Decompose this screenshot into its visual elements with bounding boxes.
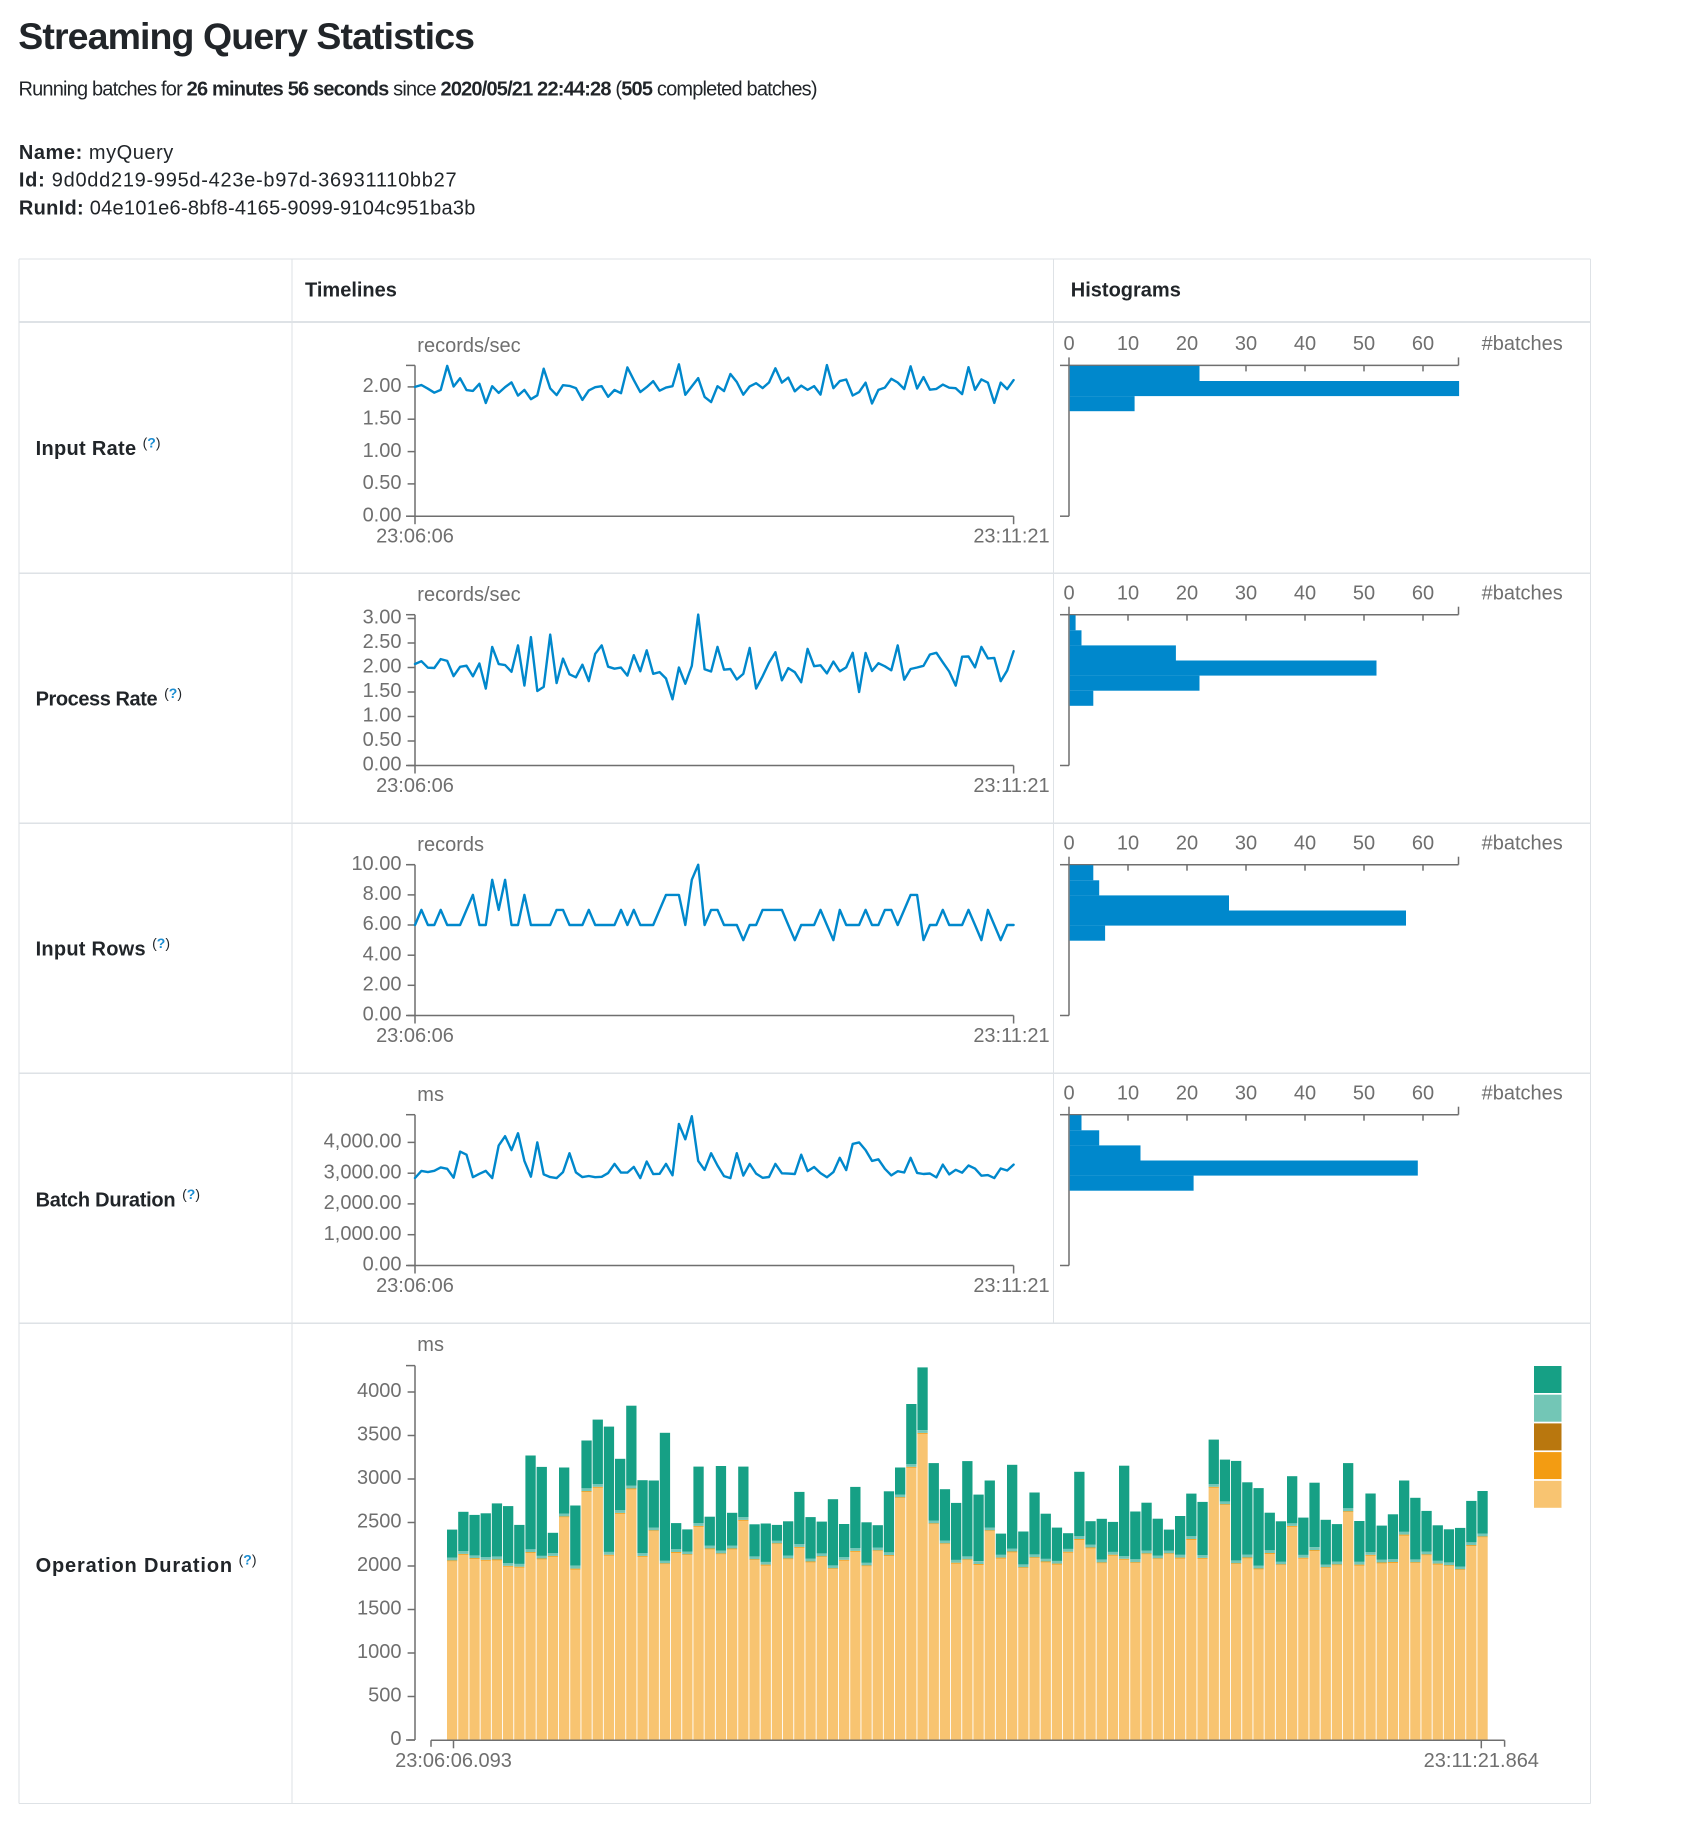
svg-text:2.00: 2.00 [363, 974, 402, 996]
svg-text:1500: 1500 [357, 1598, 402, 1620]
svg-text:0: 0 [390, 1728, 401, 1750]
svg-text:0.00: 0.00 [363, 1254, 402, 1276]
svg-text:Input Rows: Input Rows [36, 939, 146, 961]
svg-text:50: 50 [1353, 333, 1375, 355]
svg-text:ms: ms [417, 1084, 444, 1106]
svg-text:10: 10 [1117, 583, 1139, 605]
svg-text:8.00: 8.00 [363, 883, 402, 905]
svg-text:0: 0 [1063, 833, 1074, 855]
svg-text:0.50: 0.50 [363, 472, 402, 494]
svg-text:0: 0 [1063, 1083, 1074, 1105]
svg-text:(?): (?) [152, 935, 170, 951]
svg-text:0: 0 [1063, 333, 1074, 355]
svg-text:4000: 4000 [357, 1380, 402, 1402]
svg-text:2000: 2000 [357, 1554, 402, 1576]
svg-text:4,000.00: 4,000.00 [324, 1131, 402, 1153]
svg-text:50: 50 [1353, 583, 1375, 605]
svg-text:Input Rate: Input Rate [36, 438, 137, 460]
svg-text:2500: 2500 [357, 1511, 402, 1533]
svg-text:records: records [417, 834, 484, 856]
svg-text:#batches: #batches [1482, 583, 1563, 605]
svg-text:2.50: 2.50 [363, 631, 402, 653]
svg-text:0.00: 0.00 [363, 754, 402, 776]
svg-text:0.00: 0.00 [363, 504, 402, 526]
svg-text:0: 0 [1063, 583, 1074, 605]
svg-text:#batches: #batches [1482, 1083, 1563, 1105]
svg-text:50: 50 [1353, 1083, 1375, 1105]
svg-text:Running batches for 26 minutes: Running batches for 26 minutes 56 second… [19, 79, 817, 101]
svg-text:Streaming Query Statistics: Streaming Query Statistics [18, 15, 475, 57]
svg-text:Id: 9d0dd219-995d-423e-b97d-36: Id: 9d0dd219-995d-423e-b97d-36931110bb27 [19, 170, 457, 192]
svg-text:500: 500 [368, 1685, 401, 1707]
svg-text:1.00: 1.00 [363, 440, 402, 462]
svg-text:20: 20 [1176, 1083, 1198, 1105]
svg-text:23:06:06: 23:06:06 [376, 775, 454, 797]
svg-text:(?): (?) [143, 435, 161, 451]
svg-text:1.50: 1.50 [363, 407, 402, 429]
svg-text:records/sec: records/sec [417, 335, 520, 357]
svg-text:3000: 3000 [357, 1467, 402, 1489]
svg-text:2.00: 2.00 [363, 375, 402, 397]
svg-text:23:06:06: 23:06:06 [376, 1025, 454, 1047]
svg-text:60: 60 [1412, 833, 1434, 855]
svg-text:40: 40 [1294, 583, 1316, 605]
svg-text:40: 40 [1294, 833, 1316, 855]
svg-text:23:11:21: 23:11:21 [973, 1025, 1049, 1047]
svg-text:#batches: #batches [1482, 333, 1563, 355]
svg-text:23:06:06: 23:06:06 [376, 526, 454, 548]
svg-text:20: 20 [1176, 833, 1198, 855]
svg-text:1,000.00: 1,000.00 [324, 1223, 402, 1245]
svg-text:ms: ms [417, 1334, 444, 1356]
svg-text:3.00: 3.00 [363, 607, 402, 629]
svg-text:20: 20 [1176, 583, 1198, 605]
svg-text:Process Rate: Process Rate [36, 688, 158, 710]
svg-text:60: 60 [1412, 583, 1434, 605]
svg-text:records/sec: records/sec [417, 584, 520, 606]
svg-text:6.00: 6.00 [363, 913, 402, 935]
svg-text:10: 10 [1117, 833, 1139, 855]
svg-text:30: 30 [1235, 833, 1257, 855]
svg-text:1000: 1000 [357, 1641, 402, 1663]
svg-text:(?): (?) [182, 1186, 200, 1202]
svg-text:23:11:21: 23:11:21 [973, 526, 1049, 548]
svg-text:23:11:21: 23:11:21 [973, 775, 1049, 797]
svg-text:3500: 3500 [357, 1424, 402, 1446]
svg-text:10: 10 [1117, 333, 1139, 355]
svg-text:2.00: 2.00 [363, 656, 402, 678]
svg-text:23:06:06: 23:06:06 [376, 1275, 454, 1297]
svg-text:#batches: #batches [1482, 833, 1563, 855]
svg-text:20: 20 [1176, 333, 1198, 355]
svg-text:3,000.00: 3,000.00 [324, 1161, 402, 1183]
svg-text:30: 30 [1235, 583, 1257, 605]
svg-text:23:11:21.864: 23:11:21.864 [1424, 1750, 1539, 1772]
svg-text:30: 30 [1235, 333, 1257, 355]
svg-text:60: 60 [1412, 333, 1434, 355]
svg-text:Batch Duration: Batch Duration [36, 1190, 176, 1212]
svg-text:23:06:06.093: 23:06:06.093 [395, 1750, 512, 1772]
svg-text:RunId: 04e101e6-8bf8-4165-9099: RunId: 04e101e6-8bf8-4165-9099-9104c951b… [19, 197, 476, 219]
svg-text:2,000.00: 2,000.00 [324, 1192, 402, 1214]
svg-text:4.00: 4.00 [363, 943, 402, 965]
svg-text:Operation Duration: Operation Duration [36, 1555, 233, 1577]
svg-text:50: 50 [1353, 833, 1375, 855]
svg-text:60: 60 [1412, 1083, 1434, 1105]
svg-text:0.50: 0.50 [363, 729, 402, 751]
svg-text:(?): (?) [164, 685, 182, 701]
svg-text:0.00: 0.00 [363, 1004, 402, 1026]
svg-text:(?): (?) [239, 1552, 257, 1568]
svg-text:1.50: 1.50 [363, 680, 402, 702]
svg-text:Timelines: Timelines [305, 280, 397, 302]
svg-text:Histograms: Histograms [1071, 280, 1181, 302]
svg-text:40: 40 [1294, 333, 1316, 355]
svg-text:Name: myQuery: Name: myQuery [19, 142, 174, 164]
svg-text:40: 40 [1294, 1083, 1316, 1105]
svg-text:10: 10 [1117, 1083, 1139, 1105]
svg-text:23:11:21: 23:11:21 [973, 1275, 1049, 1297]
svg-text:1.00: 1.00 [363, 705, 402, 727]
svg-text:10.00: 10.00 [351, 853, 401, 875]
svg-text:30: 30 [1235, 1083, 1257, 1105]
